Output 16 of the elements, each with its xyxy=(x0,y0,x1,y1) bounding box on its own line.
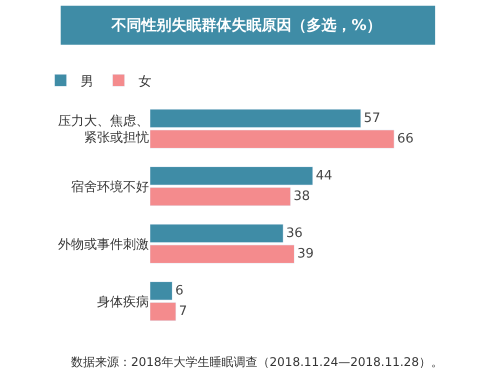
chart-title: 不同性别失眠群体失眠原因（多选，%） xyxy=(110,16,382,34)
data-label: 38 xyxy=(294,189,310,204)
y-tick-label: 压力大、焦虑、紧张或担忧 xyxy=(58,114,149,146)
data-label: 7 xyxy=(178,304,188,320)
data-label: 66 xyxy=(397,132,414,147)
legend-label: 男 xyxy=(80,74,94,90)
data-label: 36 xyxy=(286,226,303,241)
data-label: 39 xyxy=(297,246,314,262)
data-label: 44 xyxy=(316,168,332,184)
legend-label: 女 xyxy=(138,74,152,90)
y-tick-label: 身体疾病 xyxy=(97,294,149,310)
y-tick-label: 宿舍环境不好 xyxy=(71,178,149,195)
data-label: 57 xyxy=(364,110,380,126)
y-tick-label: 外物或事件刺激 xyxy=(58,237,149,252)
source-note: 数据来源：2018年大学生睡眠调查（2018.11.24—2018.11.28）。 xyxy=(71,355,443,369)
data-label: 6 xyxy=(175,283,184,298)
